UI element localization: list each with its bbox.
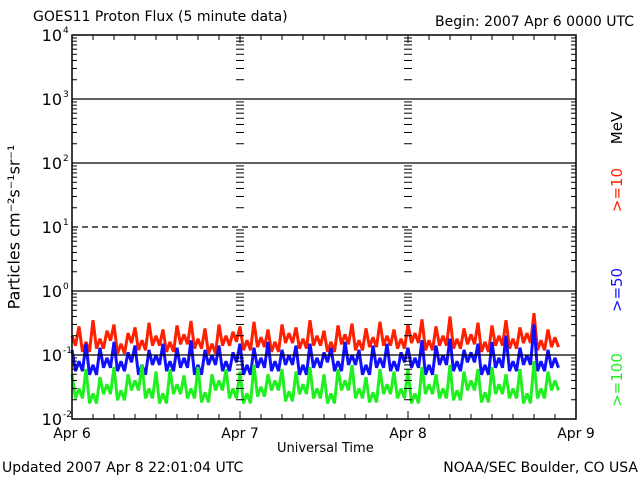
y-tick-label-6: 10 bbox=[42, 410, 62, 429]
y-tick-label-2: 10 bbox=[42, 154, 62, 173]
y-tick-exp-6: -2 bbox=[63, 410, 72, 420]
y-tick-exp-4: 0 bbox=[63, 282, 69, 292]
y-tick-label-4: 10 bbox=[42, 282, 62, 301]
x-axis-label: Universal Time bbox=[277, 441, 374, 456]
updated-time: Updated 2007 Apr 8 22:01:04 UTC bbox=[2, 460, 244, 476]
y-tick-label-1: 10 bbox=[42, 90, 62, 109]
x-tick-label-1: Apr 7 bbox=[221, 426, 259, 442]
x-tick-label-0: Apr 6 bbox=[53, 426, 91, 442]
y-tick-exp-1: 3 bbox=[63, 90, 69, 100]
begin-time: Begin: 2007 Apr 6 0000 UTC bbox=[435, 14, 634, 30]
y-tick-label-0: 10 bbox=[42, 26, 62, 45]
series-line-2 bbox=[70, 361, 560, 404]
series-line-0 bbox=[70, 313, 560, 355]
legend-entry-2: >=100 bbox=[608, 353, 626, 407]
legend-units: MeV bbox=[608, 111, 626, 144]
source-credit: NOAA/SEC Boulder, CO USA bbox=[443, 460, 638, 476]
x-tick-label-3: Apr 9 bbox=[557, 426, 595, 442]
x-tick-label-2: Apr 8 bbox=[389, 426, 427, 442]
y-tick-exp-2: 2 bbox=[63, 154, 69, 164]
y-tick-label-5: 10 bbox=[42, 346, 62, 365]
y-tick-label-3: 10 bbox=[42, 218, 62, 237]
chart-title: GOES11 Proton Flux (5 minute data) bbox=[33, 9, 288, 25]
y-tick-exp-5: -1 bbox=[63, 346, 72, 356]
legend-entry-0: >=10 bbox=[608, 168, 626, 212]
legend-entry-1: >=50 bbox=[608, 268, 626, 312]
y-tick-exp-0: 4 bbox=[63, 26, 69, 36]
series-line-1 bbox=[70, 324, 560, 376]
y-tick-exp-3: 1 bbox=[63, 218, 69, 228]
